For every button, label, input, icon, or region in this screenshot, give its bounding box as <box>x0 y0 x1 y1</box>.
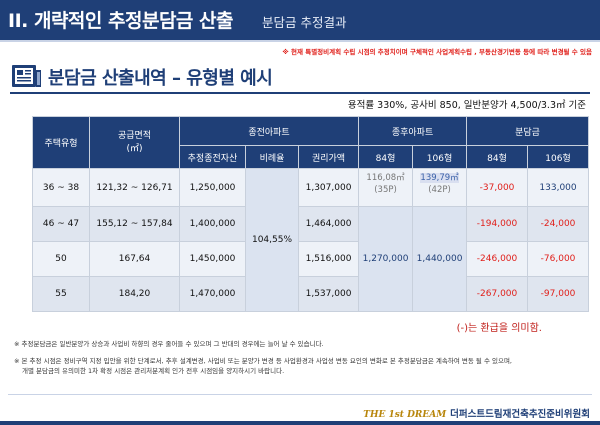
section-underline <box>10 92 590 94</box>
new-84-area: 116,08㎡ <box>366 173 405 183</box>
cell-rights: 1,516,000 <box>297 241 360 277</box>
organization-name: 더퍼스트드림재건축추진준비위원회 <box>450 409 590 420</box>
cell-new-84-size: 116,08㎡ (35P) <box>358 168 414 207</box>
cell-rights: 1,307,000 <box>297 168 360 207</box>
cell-area: 155,12 ~ 157,84 <box>89 206 180 242</box>
header-new-106: 106형 <box>412 145 468 169</box>
header-ratio: 비례율 <box>245 145 299 169</box>
cell-est-asset: 1,250,000 <box>179 168 246 207</box>
header-divider <box>0 40 600 42</box>
cell-type: 50 <box>32 241 90 277</box>
cell-contrib-84: -246,000 <box>466 241 529 277</box>
basis-caption: 용적률 330%, 공사비 850, 일반분양가 4,500/3.3㎡ 기준 <box>347 100 586 111</box>
header-new-apt: 종후아파트 <box>358 116 468 146</box>
cell-contrib-84: -194,000 <box>466 206 529 242</box>
cell-new-106-size: 139,79㎡ (42P) <box>412 168 468 207</box>
table-row: 46 ~ 47 155,12 ~ 157,84 1,400,000 1,464,… <box>32 206 590 312</box>
cell-contrib-84: -267,000 <box>466 276 529 312</box>
header-bar: II. 개략적인 추정분담금 산출 분담금 추정결과 <box>0 0 600 40</box>
footer-divider <box>8 394 592 395</box>
footnote-1: ※ 추정분담금은 일반분양가 상승과 사업비 하향의 경우 줄어들 수 있으며 … <box>14 340 324 348</box>
cell-rights: 1,537,000 <box>297 276 360 312</box>
header-existing: 종전아파트 <box>178 116 360 146</box>
section-title: 분담금 산출내역 – 유형별 예시 <box>48 68 273 89</box>
cell-rights: 1,464,000 <box>297 206 360 242</box>
refund-note: (-)는 환급을 의미함. <box>456 323 542 334</box>
header-contrib-84: 84형 <box>466 145 529 169</box>
cell-contrib-84: -37,000 <box>466 168 529 207</box>
header-contrib-106: 106형 <box>527 145 590 169</box>
cell-contrib-106: -76,000 <box>527 241 590 277</box>
page-title: II. 개략적인 추정분담금 산출 <box>8 10 233 32</box>
cell-est-asset: 1,450,000 <box>179 241 246 277</box>
cell-contrib-106: -97,000 <box>527 276 590 312</box>
disclaimer-notice: ※ 현재 특별정비계획 수립 시점의 추정치이며 구체적인 사업계획수립 , 부… <box>282 48 592 56</box>
cell-type: 46 ~ 47 <box>32 206 90 242</box>
new-106-pyeong: (42P) <box>428 185 451 195</box>
cell-est-asset: 1,470,000 <box>179 276 246 312</box>
header-est-asset: 추정종전자산 <box>179 145 246 169</box>
cell-contrib-106: 133,000 <box>527 168 590 207</box>
header-new-84: 84형 <box>358 145 414 169</box>
cell-new-84-price: 1,270,000 <box>358 206 414 312</box>
footnote-2: ※ 본 추정 시점은 정비구역 지정 입안을 위한 단계로서, 추후 설계변경,… <box>14 357 512 365</box>
footnote-3: 개별 분담금의 유의미한 1차 확정 시점은 관리처분계획 인가 전후 시점임을… <box>22 367 285 375</box>
new-106-area: 139,79㎡ <box>420 173 459 183</box>
cell-type: 36 ~ 38 <box>32 168 90 207</box>
header-area: 공급면적 (㎡) <box>89 116 180 169</box>
cell-ratio: 104,55% <box>245 168 299 312</box>
header-row: 주택유형 공급면적 (㎡) 종전아파트 종후아파트 분담금 <box>32 116 590 169</box>
cell-est-asset: 1,400,000 <box>179 206 246 242</box>
cell-area: 167,64 <box>89 241 180 277</box>
new-84-pyeong: (35P) <box>374 185 397 195</box>
cell-area: 121,32 ~ 126,71 <box>89 168 180 207</box>
cell-type: 55 <box>32 276 90 312</box>
table-row: 50 167,64 1,450,000 1,516,000 -246,000 -… <box>32 241 590 277</box>
document-chart-icon <box>12 65 41 87</box>
cell-new-106-price: 1,440,000 <box>412 206 468 312</box>
brand-logo: THE 1st DREAM <box>363 410 447 420</box>
contribution-table: 주택유형 공급면적 (㎡) 종전아파트 종후아파트 분담금 추정종전자산 비례율… <box>32 116 590 312</box>
table-row: 55 184,20 1,470,000 1,537,000 -267,000 -… <box>32 276 590 312</box>
header-contribution: 분담금 <box>466 116 590 146</box>
page-subtitle: 분담금 추정결과 <box>262 15 347 30</box>
cell-contrib-106: -24,000 <box>527 206 590 242</box>
table-row: 36 ~ 38 121,32 ~ 126,71 1,250,000 104,55… <box>32 168 590 312</box>
header-rights: 권리가액 <box>297 145 360 169</box>
bottom-bar <box>0 421 600 425</box>
footer: THE 1st DREAM 더퍼스트드림재건축추진준비위원회 <box>363 402 590 421</box>
cell-area: 184,20 <box>89 276 180 312</box>
header-type: 주택유형 <box>32 116 90 169</box>
